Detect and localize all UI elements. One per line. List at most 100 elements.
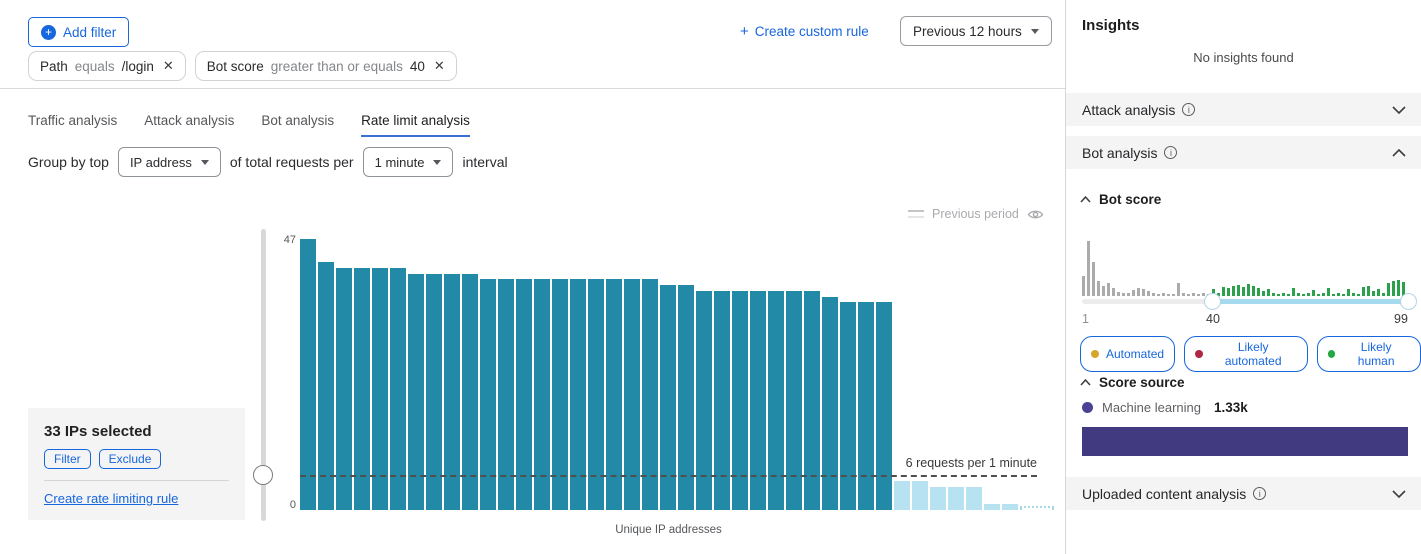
chart-bar xyxy=(750,291,766,510)
chart-bar xyxy=(714,291,730,510)
section-uploaded-content-analysis[interactable]: Uploaded content analysis i xyxy=(1066,477,1421,510)
badge-likely-human[interactable]: Likely human xyxy=(1316,336,1421,372)
filter-chip[interactable]: Path equals/login ✕ xyxy=(28,51,186,81)
exclude-button[interactable]: Exclude xyxy=(98,449,162,469)
filter-value: /login xyxy=(121,58,154,74)
filter-operator: greater than or equals xyxy=(270,58,403,74)
chart-bar xyxy=(408,274,424,510)
y-axis-max-label: 47 xyxy=(283,234,296,246)
filter-field: Bot score xyxy=(206,58,264,74)
group-by-suffix: interval xyxy=(462,154,508,170)
histogram-bar xyxy=(1367,286,1370,296)
threshold-slider-track[interactable] xyxy=(261,229,266,521)
histogram-bar xyxy=(1372,291,1375,296)
histogram-bar xyxy=(1082,276,1085,296)
previous-period-label: Previous period xyxy=(932,207,1019,221)
info-icon[interactable]: i xyxy=(1253,487,1267,500)
histogram-bar xyxy=(1242,287,1245,296)
bot-score-slider-handle-max[interactable] xyxy=(1400,293,1417,310)
histogram-bar xyxy=(1212,289,1215,296)
badge-automated[interactable]: Automated xyxy=(1080,336,1176,372)
machine-learning-dot xyxy=(1082,402,1093,413)
chart-bar xyxy=(336,268,352,510)
histogram-bar xyxy=(1162,293,1165,296)
chart-bar xyxy=(768,291,784,510)
histogram-bar xyxy=(1307,293,1310,296)
add-filter-button[interactable]: + Add filter xyxy=(28,17,130,47)
histogram-bar xyxy=(1352,293,1355,296)
histogram-bar xyxy=(1087,241,1090,296)
create-custom-rule-link[interactable]: + Create custom rule xyxy=(740,23,869,40)
bot-score-header[interactable]: Bot score xyxy=(1080,192,1161,207)
tab-bot-analysis[interactable]: Bot analysis xyxy=(261,113,335,128)
bot-score-slider-handle-min[interactable] xyxy=(1204,293,1221,310)
threshold-slider-handle[interactable] xyxy=(253,465,273,485)
histogram-bar xyxy=(1112,288,1115,296)
slider-min-label: 1 xyxy=(1082,312,1089,326)
chart-bar xyxy=(1020,506,1054,510)
histogram-bar xyxy=(1377,289,1380,296)
info-icon[interactable]: i xyxy=(1164,146,1178,159)
histogram-bar xyxy=(1127,293,1130,296)
time-range-dropdown[interactable]: Previous 12 hours xyxy=(900,16,1052,46)
tab-traffic-analysis[interactable]: Traffic analysis xyxy=(28,113,118,128)
bot-score-title: Bot score xyxy=(1099,192,1162,207)
histogram-bar xyxy=(1192,293,1195,296)
previous-period-swatch xyxy=(908,210,924,218)
histogram-bar xyxy=(1322,293,1325,296)
plus-icon: + xyxy=(740,23,749,40)
histogram-bar xyxy=(1157,294,1160,296)
chart-bar xyxy=(966,487,982,510)
interval-select[interactable]: 1 minute xyxy=(362,147,454,177)
histogram-bar xyxy=(1262,291,1265,296)
bot-category-badges: Automated Likely automated Likely human xyxy=(1080,336,1421,372)
group-by-select[interactable]: IP address xyxy=(117,147,221,177)
histogram-bar xyxy=(1092,262,1095,296)
histogram-bar xyxy=(1382,293,1385,296)
section-bot-analysis[interactable]: Bot analysis i xyxy=(1066,136,1421,169)
histogram-bar xyxy=(1247,284,1250,296)
info-icon[interactable]: i xyxy=(1182,103,1196,116)
chevron-up-icon xyxy=(1392,148,1406,157)
score-source-header[interactable]: Score source xyxy=(1080,375,1185,390)
remove-filter-icon[interactable]: ✕ xyxy=(433,58,445,73)
histogram-bar xyxy=(1302,294,1305,296)
chart-bar xyxy=(948,487,964,510)
create-rate-limiting-rule-link[interactable]: Create rate limiting rule xyxy=(44,491,179,506)
histogram-bar xyxy=(1342,294,1345,296)
histogram-bar xyxy=(1332,294,1335,296)
histogram-bar xyxy=(1227,288,1230,296)
time-range-value: Previous 12 hours xyxy=(913,23,1022,39)
histogram-bar xyxy=(1117,292,1120,296)
insights-title: Insights xyxy=(1082,17,1140,34)
chart-bar xyxy=(318,262,334,510)
badge-label: Likely automated xyxy=(1224,340,1282,368)
bot-score-slider-active-range xyxy=(1212,299,1408,304)
badge-likely-automated[interactable]: Likely automated xyxy=(1184,336,1308,372)
histogram-bar xyxy=(1222,287,1225,296)
histogram-bar xyxy=(1362,287,1365,296)
badge-dot xyxy=(1327,350,1336,358)
create-custom-rule-label: Create custom rule xyxy=(754,24,869,39)
eye-icon[interactable] xyxy=(1027,208,1044,221)
chart-bar xyxy=(1002,504,1018,510)
tab-rate-limit-analysis[interactable]: Rate limit analysis xyxy=(361,113,470,137)
remove-filter-icon[interactable]: ✕ xyxy=(162,58,174,73)
chart-bar xyxy=(822,297,838,510)
tab-attack-analysis[interactable]: Attack analysis xyxy=(144,113,235,128)
histogram-bar xyxy=(1402,282,1405,296)
chart-bar xyxy=(552,279,568,510)
histogram-bar xyxy=(1182,293,1185,296)
filter-field: Path xyxy=(40,58,68,74)
filter-button[interactable]: Filter xyxy=(44,449,91,469)
histogram-bar xyxy=(1197,294,1200,296)
filter-chip[interactable]: Bot score greater than or equals 40 ✕ xyxy=(194,51,457,81)
section-attack-analysis[interactable]: Attack analysis i xyxy=(1066,93,1421,126)
y-axis-min-label: 0 xyxy=(289,499,296,511)
chart-bar xyxy=(534,279,550,510)
histogram-bar xyxy=(1287,294,1290,296)
no-insights-message: No insights found xyxy=(1193,50,1294,65)
histogram-bar xyxy=(1102,286,1105,296)
chart-bar xyxy=(858,302,874,510)
chart-bar xyxy=(300,239,316,510)
